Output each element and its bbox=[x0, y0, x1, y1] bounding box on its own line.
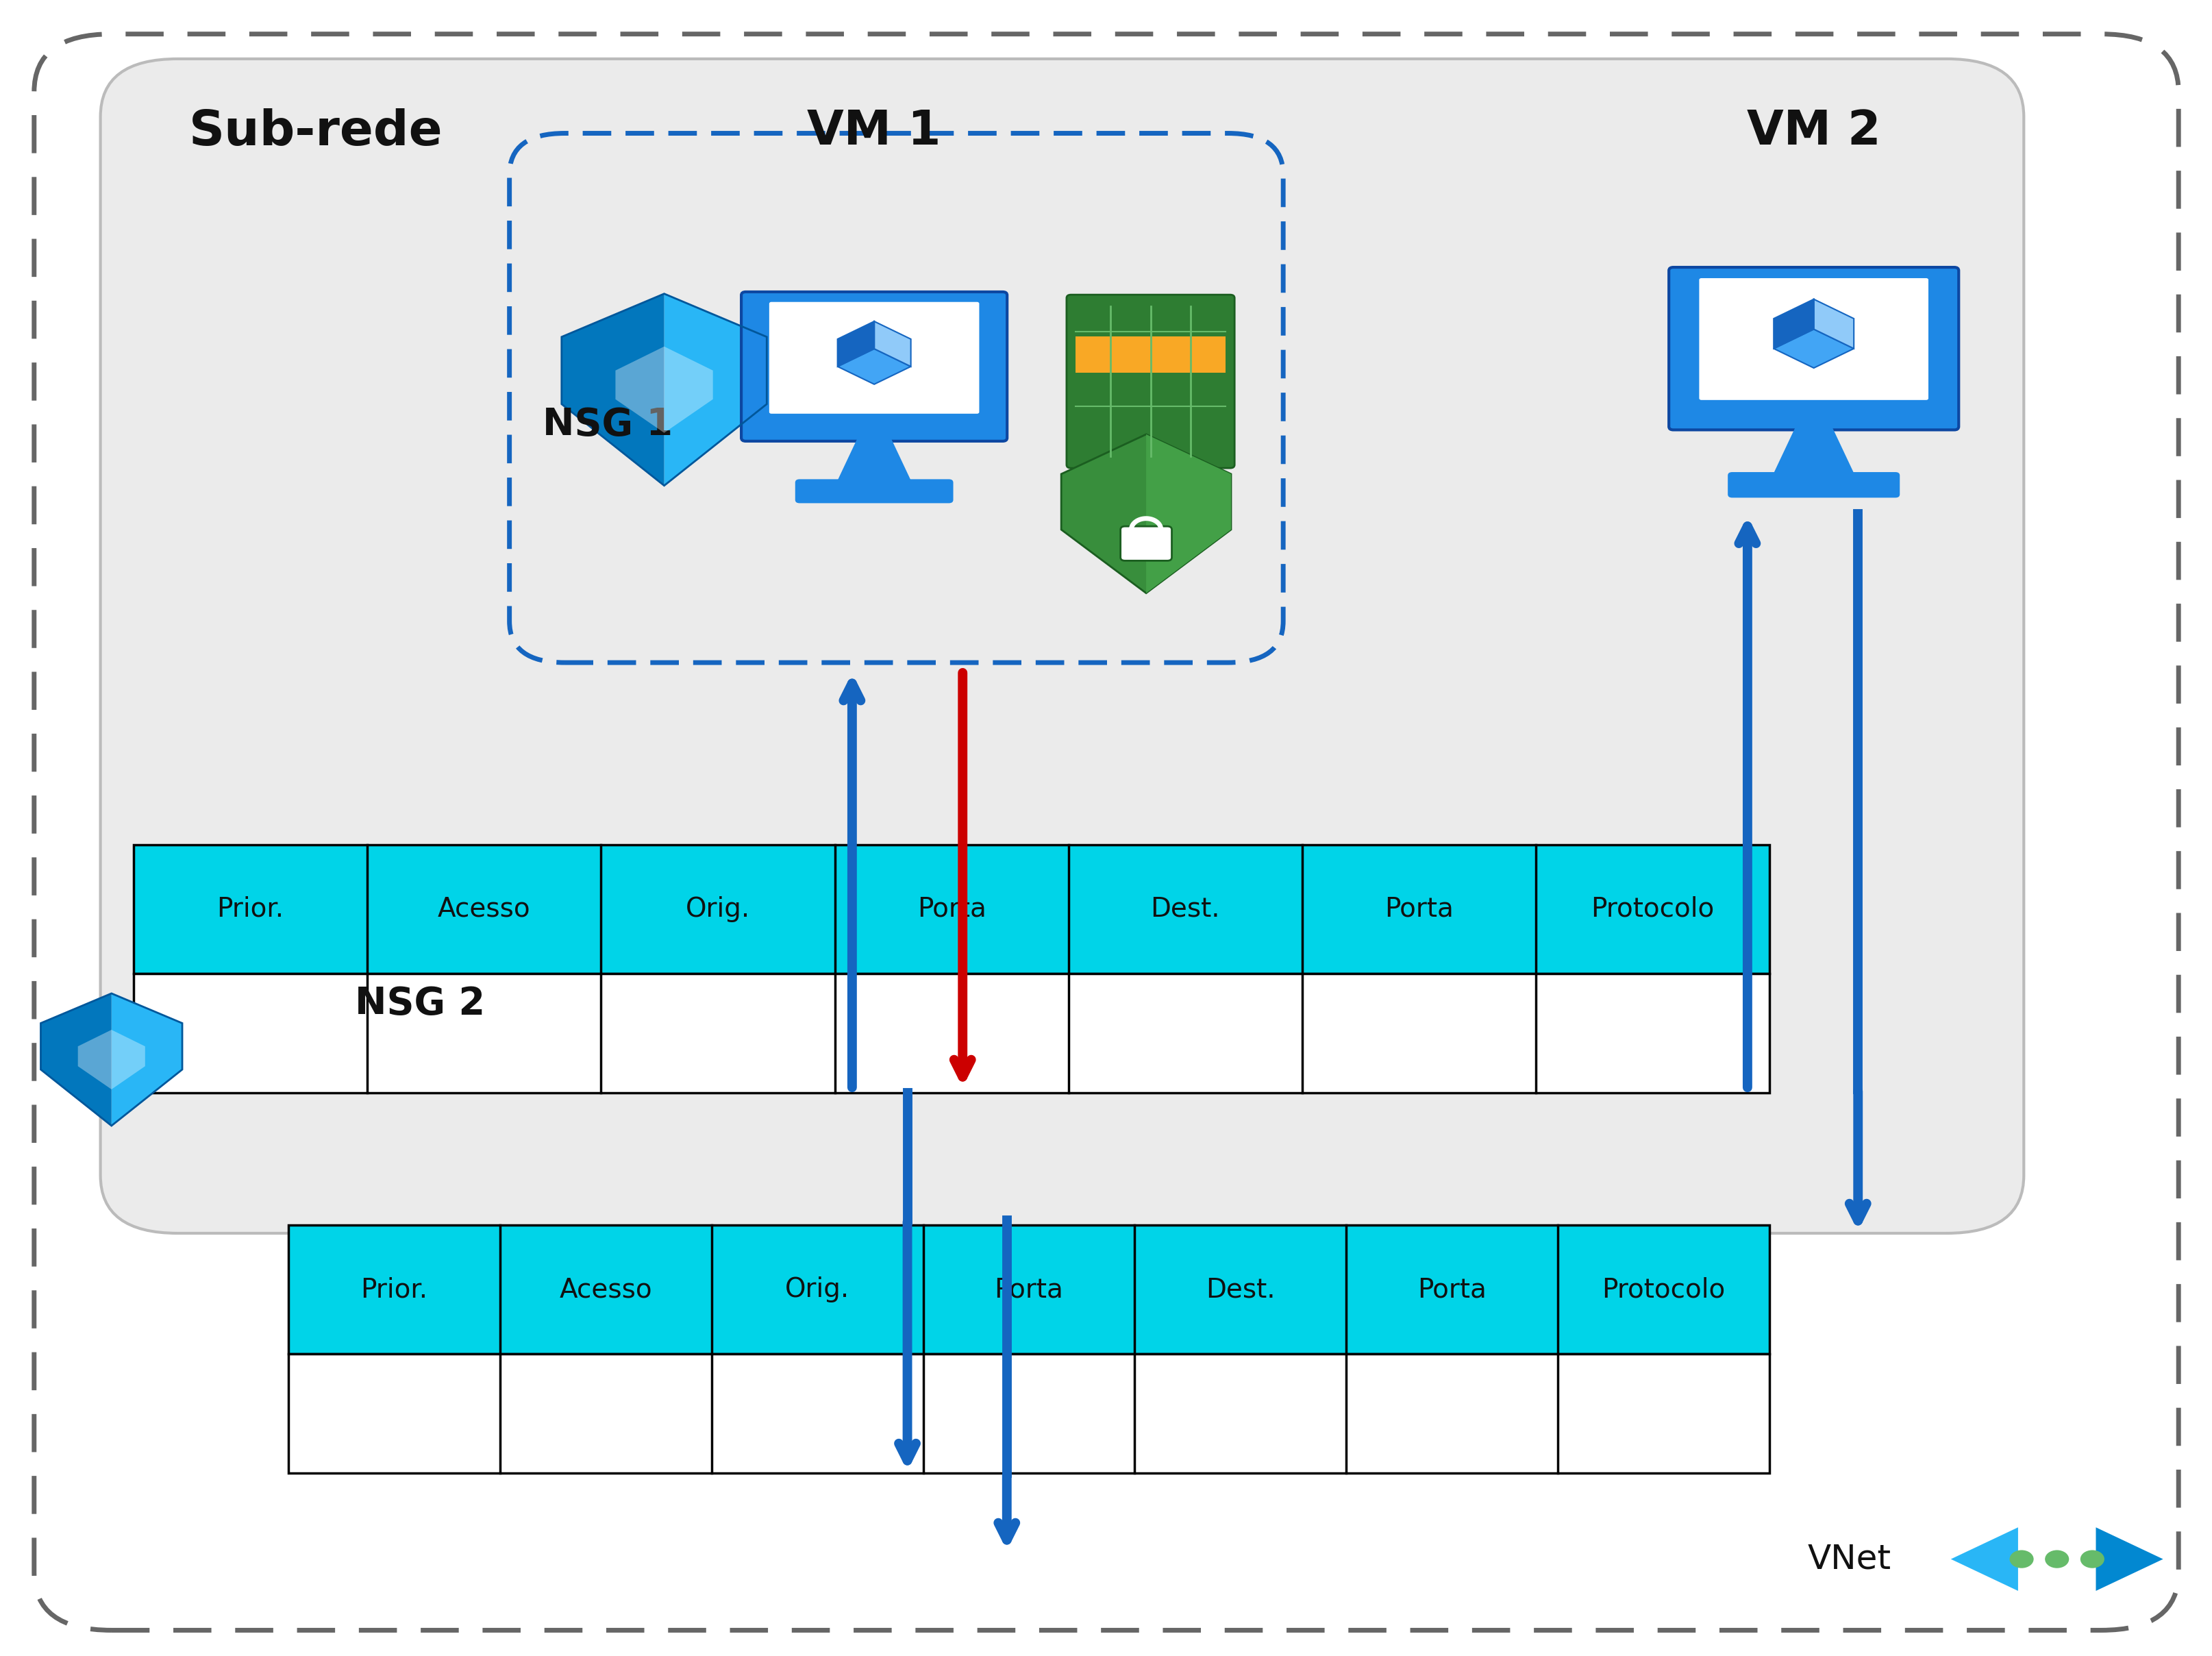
FancyBboxPatch shape bbox=[100, 60, 2024, 1234]
Text: NSG 2: NSG 2 bbox=[354, 985, 484, 1022]
Polygon shape bbox=[1146, 434, 1230, 593]
Text: VM 2: VM 2 bbox=[1745, 108, 1880, 154]
Circle shape bbox=[2044, 1550, 2068, 1568]
Polygon shape bbox=[838, 321, 874, 366]
FancyBboxPatch shape bbox=[770, 301, 980, 414]
Text: Acesso: Acesso bbox=[438, 896, 531, 922]
Polygon shape bbox=[1774, 300, 1814, 348]
Bar bbox=[1075, 336, 1225, 373]
Text: NSG 1: NSG 1 bbox=[542, 406, 672, 444]
Text: Porta: Porta bbox=[1385, 896, 1453, 922]
Text: Protocolo: Protocolo bbox=[1590, 896, 1714, 922]
Polygon shape bbox=[838, 437, 911, 480]
Text: Orig.: Orig. bbox=[686, 896, 750, 922]
Polygon shape bbox=[615, 346, 712, 432]
FancyBboxPatch shape bbox=[1728, 472, 1900, 498]
Text: Prior.: Prior. bbox=[217, 896, 283, 922]
FancyBboxPatch shape bbox=[1699, 278, 1929, 401]
Polygon shape bbox=[111, 994, 181, 1126]
FancyBboxPatch shape bbox=[741, 291, 1006, 440]
Polygon shape bbox=[1774, 427, 1854, 472]
Bar bbox=[288, 1225, 1770, 1355]
Text: Orig.: Orig. bbox=[785, 1277, 849, 1303]
Polygon shape bbox=[1951, 1527, 2017, 1591]
Text: Dest.: Dest. bbox=[1206, 1277, 1274, 1303]
Circle shape bbox=[2008, 1550, 2033, 1568]
FancyBboxPatch shape bbox=[1668, 267, 1958, 431]
Text: Porta: Porta bbox=[1418, 1277, 1486, 1303]
Bar bbox=[133, 845, 1770, 974]
Polygon shape bbox=[1814, 300, 1854, 348]
Polygon shape bbox=[664, 293, 768, 485]
Polygon shape bbox=[1062, 434, 1230, 593]
Circle shape bbox=[2079, 1550, 2104, 1568]
Polygon shape bbox=[838, 349, 911, 384]
Polygon shape bbox=[874, 321, 911, 366]
Bar bbox=[133, 974, 1770, 1093]
Text: Protocolo: Protocolo bbox=[1601, 1277, 1725, 1303]
Text: Acesso: Acesso bbox=[560, 1277, 653, 1303]
Text: VM 1: VM 1 bbox=[807, 108, 940, 154]
Polygon shape bbox=[1774, 330, 1854, 368]
Text: Dest.: Dest. bbox=[1150, 896, 1219, 922]
FancyBboxPatch shape bbox=[1119, 527, 1172, 561]
FancyBboxPatch shape bbox=[1066, 295, 1234, 469]
FancyBboxPatch shape bbox=[794, 479, 953, 503]
Text: Porta: Porta bbox=[993, 1277, 1064, 1303]
Polygon shape bbox=[40, 994, 111, 1126]
Bar bbox=[288, 1355, 1770, 1474]
Text: VNet: VNet bbox=[1807, 1543, 1891, 1575]
Polygon shape bbox=[562, 293, 664, 485]
Text: Prior.: Prior. bbox=[361, 1277, 427, 1303]
Text: Sub-rede: Sub-rede bbox=[188, 108, 442, 156]
Polygon shape bbox=[2095, 1527, 2163, 1591]
FancyBboxPatch shape bbox=[33, 35, 2179, 1630]
Text: Porta: Porta bbox=[916, 896, 987, 922]
Polygon shape bbox=[77, 1030, 146, 1090]
